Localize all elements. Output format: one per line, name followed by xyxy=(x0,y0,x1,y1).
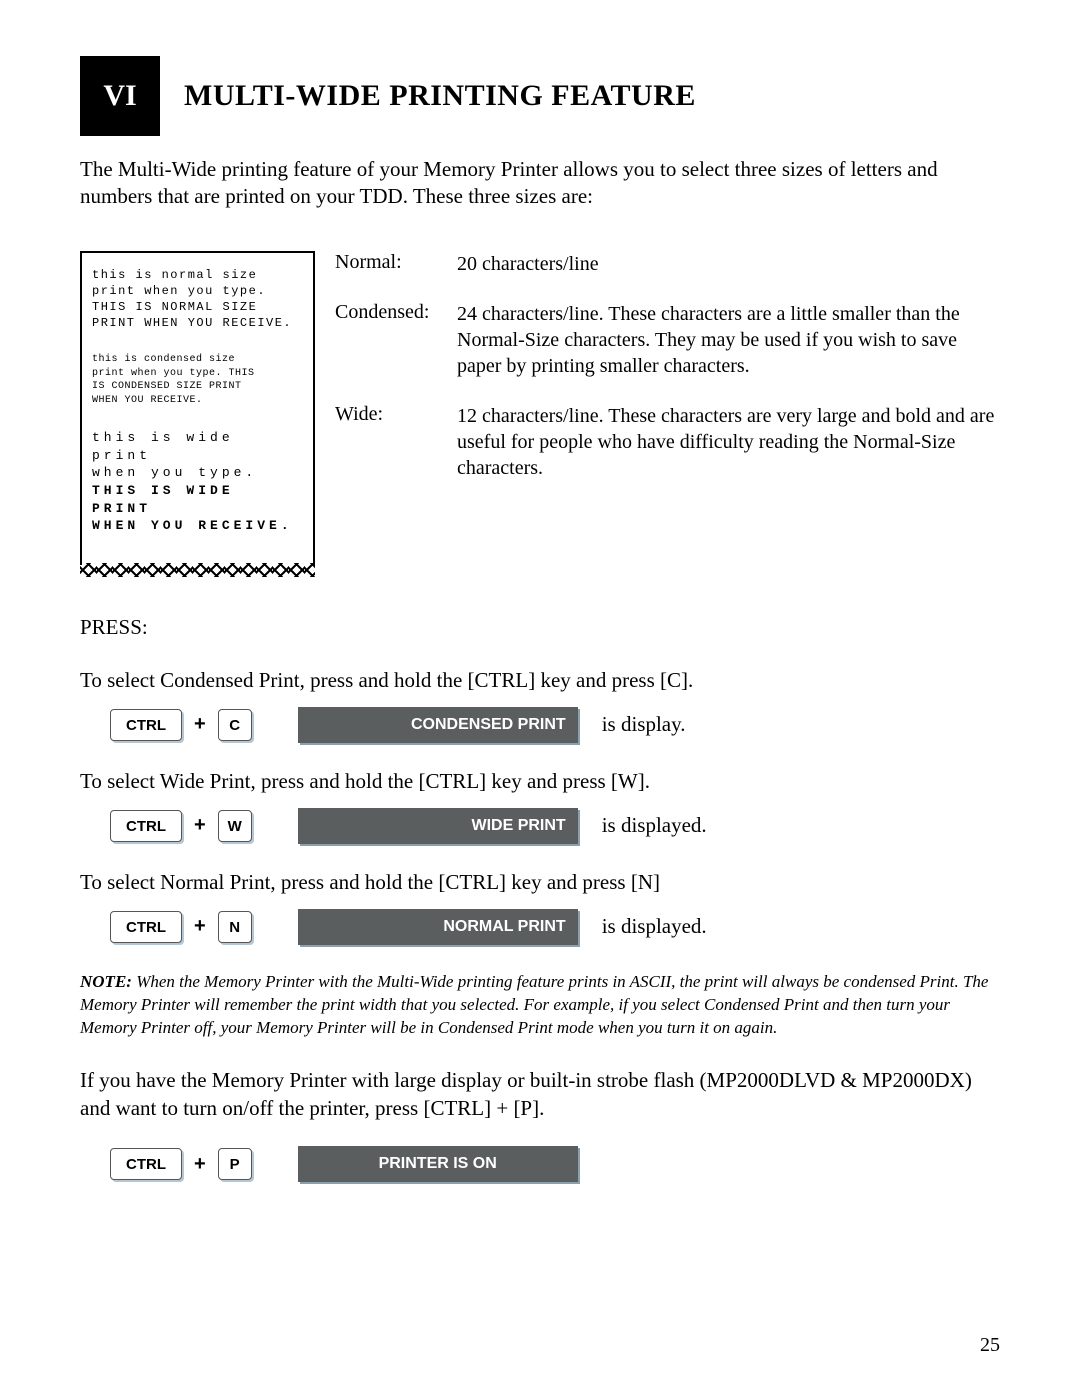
receipt-line: IS CONDENSED SIZE PRINT xyxy=(92,380,303,394)
size-desc: 12 characters/line. These characters are… xyxy=(457,403,1000,481)
note-label: NOTE: xyxy=(80,972,132,991)
ctrl-key: CTRL xyxy=(110,911,182,943)
plus-icon: + xyxy=(194,713,206,736)
letter-key: C xyxy=(218,709,252,741)
size-def-normal: Normal: 20 characters/line xyxy=(335,251,1000,277)
receipt-line: this is normal size xyxy=(92,267,303,283)
receipt-line: WHEN YOU RECEIVE. xyxy=(92,394,303,408)
key-row-normal: CTRL + N NORMAL PRINT is displayed. xyxy=(110,909,1000,945)
display-wide: WIDE PRINT xyxy=(298,808,578,844)
instruction-wide: To select Wide Print, press and hold the… xyxy=(80,769,1000,794)
letter-key: W xyxy=(218,810,252,842)
size-desc: 24 characters/line. These characters are… xyxy=(457,301,1000,379)
size-label: Normal: xyxy=(335,251,443,277)
plus-icon: + xyxy=(194,1153,206,1176)
size-definitions: Normal: 20 characters/line Condensed: 24… xyxy=(335,251,1000,505)
ctrl-key: CTRL xyxy=(110,810,182,842)
instruction-condensed: To select Condensed Print, press and hol… xyxy=(80,668,1000,693)
header: VI MULTI-WIDE PRINTING FEATURE xyxy=(80,56,1000,136)
size-label: Condensed: xyxy=(335,301,443,379)
press-label: PRESS: xyxy=(80,615,1000,640)
page-number: 25 xyxy=(980,1334,1000,1357)
receipt-illustration: this is normal size print when you type.… xyxy=(80,251,315,565)
printer-toggle-text: If you have the Memory Printer with larg… xyxy=(80,1067,1000,1122)
ctrl-key: CTRL xyxy=(110,709,182,741)
plus-icon: + xyxy=(194,915,206,938)
receipt-line: THIS IS NORMAL SIZE xyxy=(92,299,303,315)
size-def-condensed: Condensed: 24 characters/line. These cha… xyxy=(335,301,1000,379)
note-text: When the Memory Printer with the Multi-W… xyxy=(80,972,988,1037)
receipt-line: print when you type. THIS xyxy=(92,367,303,381)
size-label: Wide: xyxy=(335,403,443,481)
size-desc: 20 characters/line xyxy=(457,251,1000,277)
display-suffix: is displayed. xyxy=(602,914,707,939)
sizes-section: this is normal size print when you type.… xyxy=(80,251,1000,565)
display-suffix: is display. xyxy=(602,712,686,737)
chapter-number-box: VI xyxy=(80,56,160,136)
display-suffix: is displayed. xyxy=(602,813,707,838)
receipt-line: PRINT WHEN YOU RECEIVE. xyxy=(92,315,303,331)
intro-paragraph: The Multi-Wide printing feature of your … xyxy=(80,156,1000,211)
display-condensed: CONDENSED PRINT xyxy=(298,707,578,743)
receipt-line: print when you type. xyxy=(92,283,303,299)
instruction-normal: To select Normal Print, press and hold t… xyxy=(80,870,1000,895)
receipt-line: this is wide print xyxy=(92,429,303,464)
receipt-condensed: this is condensed size print when you ty… xyxy=(92,353,303,407)
key-row-condensed: CTRL + C CONDENSED PRINT is display. xyxy=(110,707,1000,743)
receipt-line: when you type. xyxy=(92,464,303,482)
plus-icon: + xyxy=(194,814,206,837)
note-paragraph: NOTE: When the Memory Printer with the M… xyxy=(80,971,1000,1040)
display-printer: PRINTER IS ON xyxy=(298,1146,578,1182)
letter-key: P xyxy=(218,1148,252,1180)
receipt-wide: this is wide print when you type. THIS I… xyxy=(92,429,303,534)
ctrl-key: CTRL xyxy=(110,1148,182,1180)
receipt-line: WHEN YOU RECEIVE. xyxy=(92,517,303,535)
size-def-wide: Wide: 12 characters/line. These characte… xyxy=(335,403,1000,481)
receipt-line: THIS IS WIDE PRINT xyxy=(92,482,303,517)
chapter-title: MULTI-WIDE PRINTING FEATURE xyxy=(184,79,696,113)
display-normal: NORMAL PRINT xyxy=(298,909,578,945)
receipt-line: this is condensed size xyxy=(92,353,303,367)
letter-key: N xyxy=(218,911,252,943)
receipt-normal: this is normal size print when you type.… xyxy=(92,267,303,332)
key-row-wide: CTRL + W WIDE PRINT is displayed. xyxy=(110,808,1000,844)
key-row-printer: CTRL + P PRINTER IS ON xyxy=(110,1146,1000,1182)
